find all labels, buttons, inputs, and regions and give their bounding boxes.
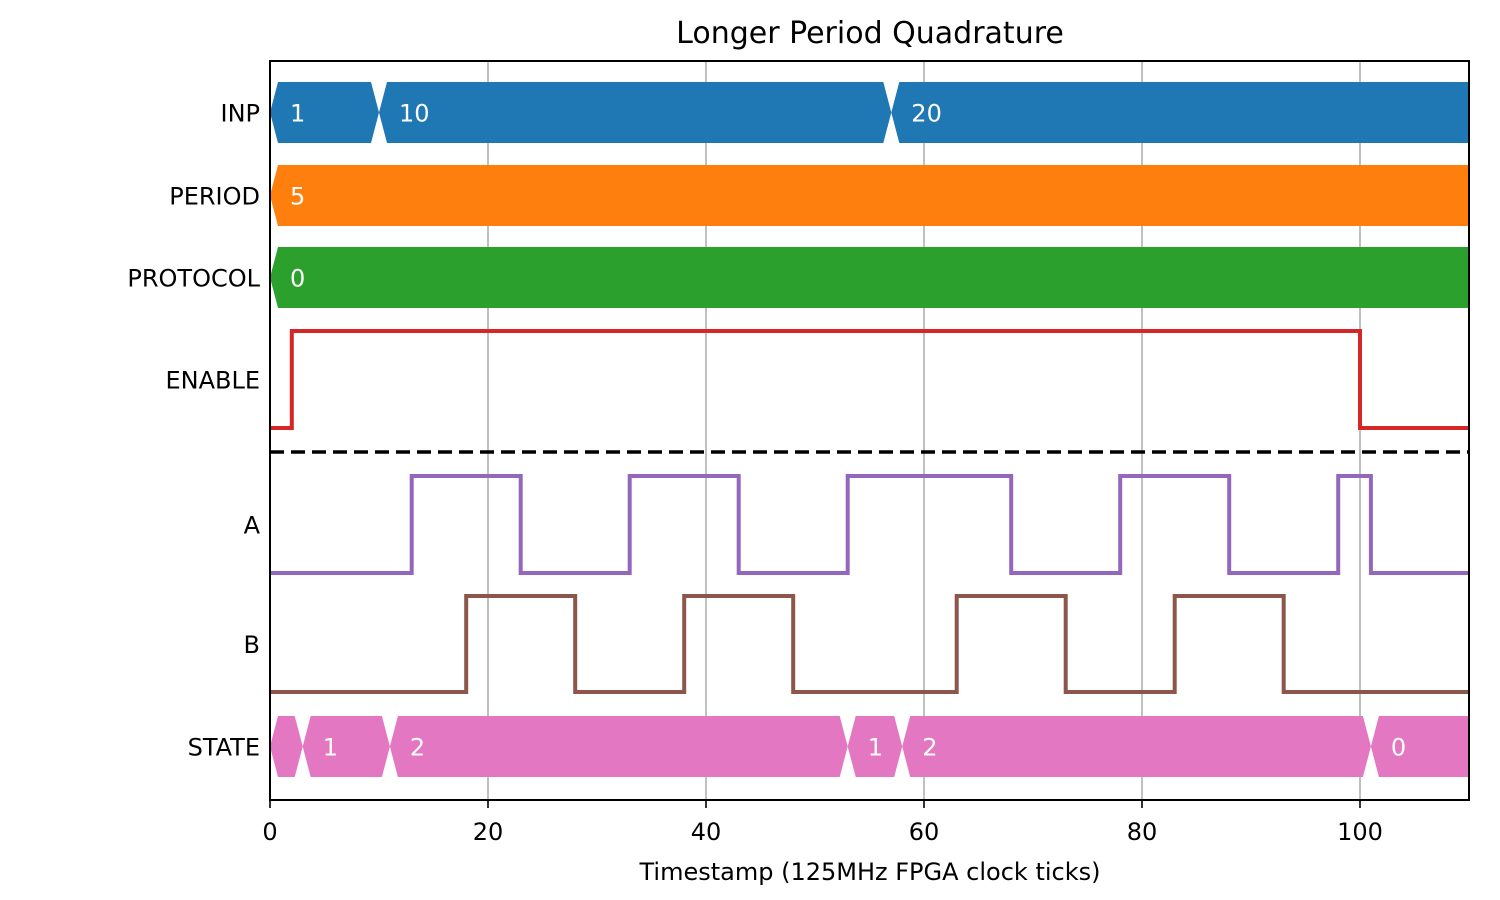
state-segment-5 [1370,716,1469,777]
x-tick-label-60: 60 [909,818,940,846]
signal-label-enable: ENABLE [165,367,260,395]
x-tick-label-40: 40 [691,818,722,846]
x-tick-label-80: 80 [1127,818,1158,846]
signal-label-period: PERIOD [169,183,260,211]
state-segment-4 [902,716,1371,777]
state-value-2: 2 [410,734,425,762]
signal-labels: INP PERIOD PROTOCOL ENABLE A B STATE [127,100,260,762]
state-segment-3 [847,716,903,777]
inp-segment-1 [379,82,892,143]
state-segment-1 [302,716,390,777]
period-value-0: 5 [290,183,305,211]
signal-label-b: B [244,631,260,659]
protocol-value-0: 0 [290,265,305,293]
state-segment-2 [389,716,848,777]
chart-title: Longer Period Quadrature [676,16,1064,51]
protocol-segment-0 [270,247,1469,308]
signal-label-inp: INP [220,100,260,128]
signal-label-protocol: PROTOCOL [127,265,260,293]
state-value-4: 2 [922,734,937,762]
signal-label-state: STATE [188,734,260,762]
signal-label-a: A [244,512,261,540]
x-tick-label-100: 100 [1337,818,1383,846]
enable-trace [270,329,1469,430]
state-value-5: 0 [1391,734,1406,762]
inp-value-2: 20 [911,100,942,128]
state-value-3: 1 [868,734,883,762]
a-trace [270,474,1469,575]
axes: 0 20 40 60 80 100 [262,60,1470,846]
period-segment-0 [270,165,1469,226]
b-trace [270,594,1469,694]
x-tick-label-20: 20 [473,818,504,846]
inp-segment-0 [270,82,379,143]
inp-value-1: 10 [399,100,430,128]
plot-frame [269,60,1470,801]
inp-value-0: 1 [290,100,305,128]
x-tick-label-0: 0 [262,818,277,846]
x-axis-label: Timestamp (125MHz FPGA clock ticks) [639,858,1101,886]
state-value-1: 1 [323,734,338,762]
state-segment-0 [270,716,303,777]
inp-segment-2 [891,82,1469,143]
